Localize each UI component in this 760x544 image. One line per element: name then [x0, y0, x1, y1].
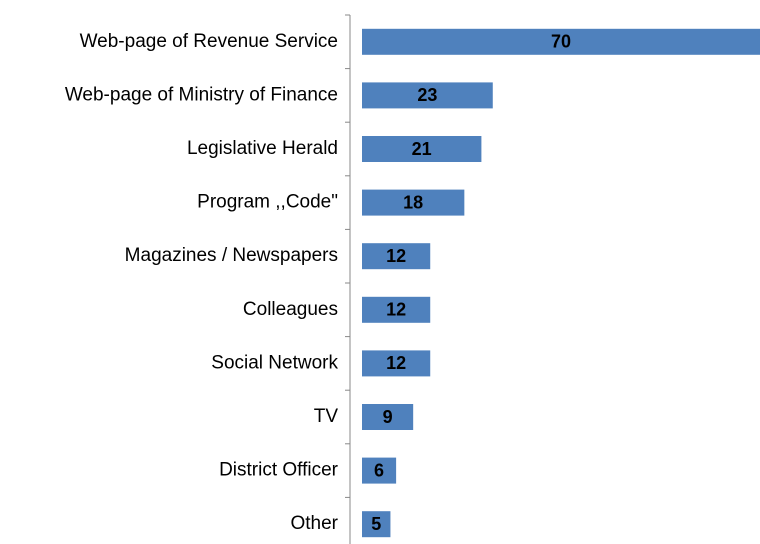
category-label: Magazines / Newspapers: [125, 245, 338, 266]
value-label: 12: [386, 246, 406, 266]
value-label: 12: [386, 353, 406, 373]
category-label: Other: [290, 513, 338, 534]
category-label: Web-page of Revenue Service: [80, 31, 338, 52]
bar: [362, 136, 482, 162]
category-label: Social Network: [211, 352, 338, 373]
category-label: Colleagues: [243, 299, 338, 320]
bar: [362, 82, 493, 109]
bar: [362, 189, 465, 216]
bar: [362, 28, 760, 55]
value-label: 18: [403, 192, 423, 212]
bar: [362, 243, 431, 270]
bar: [362, 350, 431, 377]
bar: [362, 457, 397, 484]
value-label: 5: [371, 514, 381, 534]
value-label: 9: [383, 407, 393, 427]
value-label: 21: [412, 139, 432, 159]
value-label: 70: [551, 32, 571, 52]
value-label: 6: [374, 460, 384, 480]
bar: [362, 511, 391, 538]
bar: [362, 296, 431, 323]
value-label: 23: [417, 85, 437, 105]
bar: [362, 404, 414, 430]
category-label: Program ,,Code": [197, 192, 338, 213]
category-label: Web-page of Ministry of Finance: [65, 84, 338, 105]
category-label: TV: [314, 406, 339, 427]
category-label: Legislative Herald: [187, 138, 338, 159]
category-label: District Officer: [219, 460, 339, 481]
value-label: 12: [386, 300, 406, 320]
